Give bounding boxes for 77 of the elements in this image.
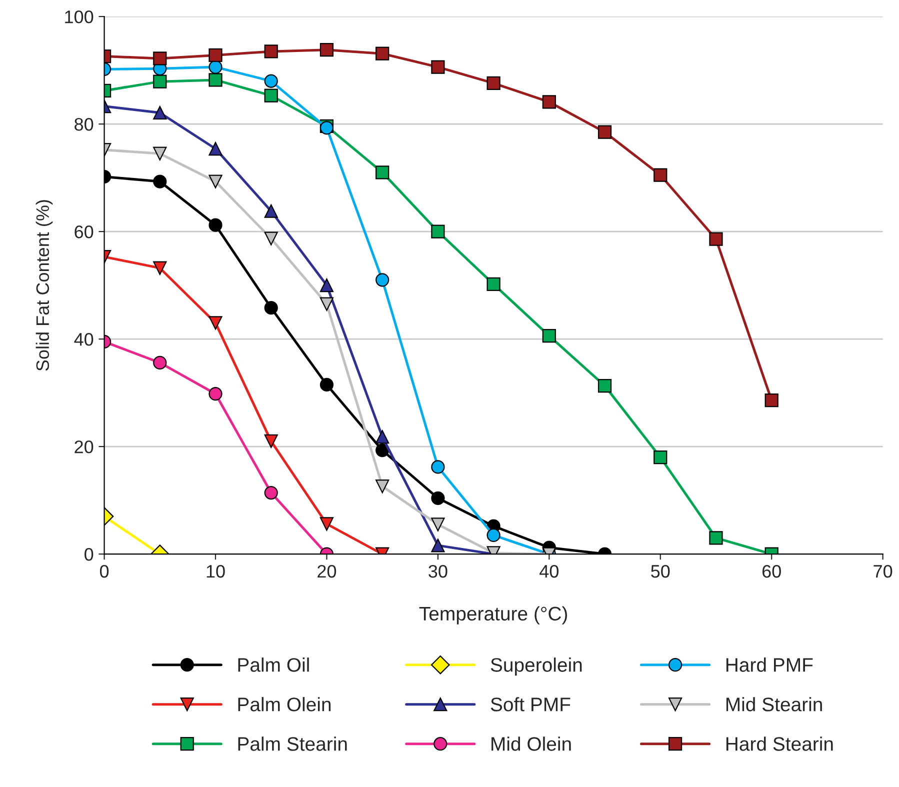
- point: [153, 106, 167, 120]
- point: [376, 444, 390, 458]
- point: [153, 356, 167, 370]
- point: [208, 142, 222, 156]
- y-tick-label: 100: [65, 10, 94, 24]
- legend-label: Mid Olein: [492, 736, 571, 751]
- point: [208, 218, 222, 232]
- point: [376, 430, 390, 444]
- x-tick-label: 0: [100, 564, 109, 578]
- point: [709, 232, 723, 246]
- point: [320, 297, 334, 311]
- point: [320, 278, 334, 292]
- y-axis-title: Solid Fat Content (%): [36, 200, 53, 371]
- point: [264, 74, 278, 88]
- point: [431, 460, 445, 474]
- point: [654, 168, 668, 182]
- point: [264, 232, 278, 246]
- point: [542, 95, 556, 109]
- point: [431, 491, 445, 505]
- point: [431, 224, 445, 238]
- point: [264, 204, 278, 218]
- point: [153, 174, 167, 188]
- y-tick-label: 20: [74, 440, 94, 454]
- point: [376, 166, 390, 180]
- point: [264, 44, 278, 58]
- y-tick-label: 40: [74, 332, 94, 346]
- legend-label: Palm Oil: [238, 658, 309, 672]
- point: [376, 273, 390, 287]
- x-tick-label: 40: [540, 564, 558, 578]
- point: [153, 146, 167, 160]
- point: [654, 450, 668, 464]
- point: [376, 46, 390, 60]
- point: [153, 52, 167, 66]
- point: [598, 125, 612, 139]
- x-tick-label: 60: [762, 564, 781, 578]
- point: [486, 76, 500, 90]
- point: [153, 74, 167, 88]
- point: [320, 517, 334, 531]
- x-tick-label: 50: [651, 564, 670, 578]
- x-tick-label: 30: [428, 564, 448, 578]
- point: [264, 301, 278, 315]
- point: [208, 387, 222, 401]
- point: [376, 480, 390, 494]
- legend-label: Superolein: [490, 658, 582, 676]
- point: [208, 316, 222, 330]
- x-tick-label: 10: [206, 564, 225, 578]
- point: [320, 43, 334, 57]
- point: [431, 60, 445, 74]
- legend-label: Mid Stearin: [726, 697, 822, 712]
- y-tick-label: 0: [84, 548, 94, 561]
- point: [431, 518, 445, 532]
- point: [208, 174, 222, 188]
- point: [208, 48, 222, 62]
- x-tick-label: 70: [874, 564, 892, 578]
- point: [264, 88, 278, 102]
- legend-label: Hard PMF: [726, 658, 813, 672]
- x-axis-title: Temperature (°C): [419, 606, 568, 624]
- point: [709, 531, 723, 545]
- point: [264, 434, 278, 448]
- point: [764, 394, 778, 408]
- point: [486, 277, 500, 292]
- point: [431, 538, 445, 552]
- point: [486, 528, 500, 542]
- x-tick-label: 20: [318, 564, 336, 578]
- legend-label: Palm Olein: [238, 697, 331, 712]
- point: [542, 329, 556, 343]
- y-tick-label: 60: [74, 225, 94, 238]
- point: [320, 378, 334, 392]
- point: [153, 261, 167, 275]
- point: [208, 60, 222, 74]
- point: [598, 379, 612, 393]
- point: [208, 73, 222, 87]
- legend-label: Soft PMF: [490, 697, 570, 712]
- y-tick-label: 80: [74, 118, 94, 131]
- legend-label: Palm Stearin: [238, 736, 347, 751]
- point: [264, 486, 278, 500]
- legend-label: Hard Stearin: [726, 736, 833, 751]
